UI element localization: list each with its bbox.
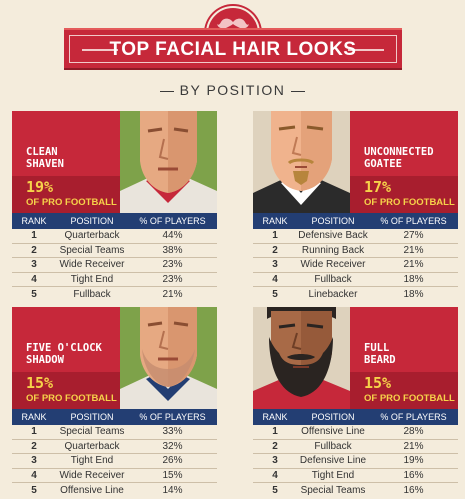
table-row: 3 Defensive Line 19% xyxy=(253,454,458,469)
table-row: 5 Offensive Line 14% xyxy=(31,484,183,496)
position-table: 1 Quarterback 44% 2 Special Teams 38% 3 Wide … xyxy=(12,229,217,302)
look-summary: FULL BEARD 15% OF PRO FOOTBALL xyxy=(350,307,458,409)
table-row: 2 Fullback 21% xyxy=(253,440,458,454)
header-percent: % OF PLAYERS xyxy=(139,412,206,422)
look-card-clean-shaven: CLEAN SHAVEN 19% OF PRO FOOTBALL RANK POS… xyxy=(12,111,217,301)
look-percentage: 15% xyxy=(26,374,54,392)
table-row: 4 Tight End 16% xyxy=(253,469,458,483)
look-name: FULL BEARD xyxy=(364,342,396,366)
position-table: 1 Special Teams 33% 2 Quarterback 32% 3 Tight… xyxy=(12,425,217,498)
table-row: 2 Quarterback 32% xyxy=(12,440,217,454)
header-position: POSITION xyxy=(311,216,355,226)
page-subtitle: BY POSITION xyxy=(0,82,465,98)
header-rank: RANK xyxy=(262,216,288,226)
table-row: 1 Quarterback 44% xyxy=(12,229,217,244)
look-name: CLEAN SHAVEN xyxy=(26,146,64,170)
header-rank: RANK xyxy=(21,412,47,422)
header-percent: % OF PLAYERS xyxy=(139,216,206,226)
table-row: 2 Running Back 21% xyxy=(253,244,458,258)
header-rank: RANK xyxy=(262,412,288,422)
header-position: POSITION xyxy=(70,216,114,226)
position-table: 1 Offensive Line 28% 2 Fullback 21% 3 Defensi… xyxy=(253,425,458,498)
header-percent: % OF PLAYERS xyxy=(380,412,447,422)
table-row: 1 Defensive Back 27% xyxy=(253,229,458,244)
table-row: 3 Wide Receiver 23% xyxy=(12,258,217,273)
table-row: 3 Wide Receiver 21% xyxy=(253,258,458,273)
table-row: 3 Tight End 26% xyxy=(12,454,217,469)
table-row: 1 Offensive Line 28% xyxy=(253,425,458,440)
header-position: POSITION xyxy=(70,412,114,422)
page-title: TOP FACIAL HAIR LOOKS xyxy=(109,39,357,60)
look-percentage-label: OF PRO FOOTBALL xyxy=(26,197,117,208)
table-row: 2 Special Teams 38% xyxy=(12,244,217,258)
table-header: RANK POSITION % OF PLAYERS xyxy=(253,409,458,425)
table-row: 4 Wide Receiver 15% xyxy=(12,469,217,483)
look-name: FIVE O'CLOCK SHADOW xyxy=(26,342,102,366)
table-header: RANK POSITION % OF PLAYERS xyxy=(12,409,217,425)
header-position: POSITION xyxy=(311,412,355,422)
header-rank: RANK xyxy=(21,216,47,226)
look-percentage: 15% xyxy=(364,374,392,392)
clean-shaven-face-illustration xyxy=(120,111,217,213)
subtitle-text: BY POSITION xyxy=(179,82,286,98)
position-table: 1 Defensive Back 27% 2 Running Back 21% 3 Wid… xyxy=(253,229,458,302)
goatee-face-illustration xyxy=(253,111,350,213)
look-card-full-beard: FULL BEARD 15% OF PRO FOOTBALL RANK POSIT… xyxy=(253,307,458,497)
table-header: RANK POSITION % OF PLAYERS xyxy=(12,213,217,229)
header-percent: % OF PLAYERS xyxy=(380,216,447,226)
title-banner: TOP FACIAL HAIR LOOKS xyxy=(64,28,402,70)
look-card-five-oclock-shadow: FIVE O'CLOCK SHADOW 15% OF PRO FOOTBALL R… xyxy=(12,307,217,497)
mustache-icon xyxy=(217,18,249,29)
look-percentage: 17% xyxy=(364,178,392,196)
table-row: 5 Linebacker 18% xyxy=(272,288,424,300)
look-summary: CLEAN SHAVEN 19% OF PRO FOOTBALL xyxy=(12,111,120,213)
look-name: UNCONNECTED GOATEE xyxy=(364,146,434,170)
table-row: 4 Tight End 23% xyxy=(12,273,217,287)
table-row: 1 Special Teams 33% xyxy=(12,425,217,440)
table-row: 4 Fullback 18% xyxy=(253,273,458,287)
table-row: 5 Special Teams 16% xyxy=(272,484,424,496)
look-summary: UNCONNECTED GOATEE 17% OF PRO FOOTBALL xyxy=(350,111,458,213)
look-card-unconnected-goatee: UNCONNECTED GOATEE 17% OF PRO FOOTBALL RA… xyxy=(253,111,458,301)
full-beard-face-illustration xyxy=(253,307,350,409)
look-percentage-label: OF PRO FOOTBALL xyxy=(364,393,455,404)
look-percentage-label: OF PRO FOOTBALL xyxy=(364,197,455,208)
stubble-face-illustration xyxy=(120,307,217,409)
look-summary: FIVE O'CLOCK SHADOW 15% OF PRO FOOTBALL xyxy=(12,307,120,409)
look-percentage: 19% xyxy=(26,178,54,196)
look-percentage-label: OF PRO FOOTBALL xyxy=(26,393,117,404)
table-header: RANK POSITION % OF PLAYERS xyxy=(253,213,458,229)
table-row: 5 Fullback 21% xyxy=(31,288,183,300)
